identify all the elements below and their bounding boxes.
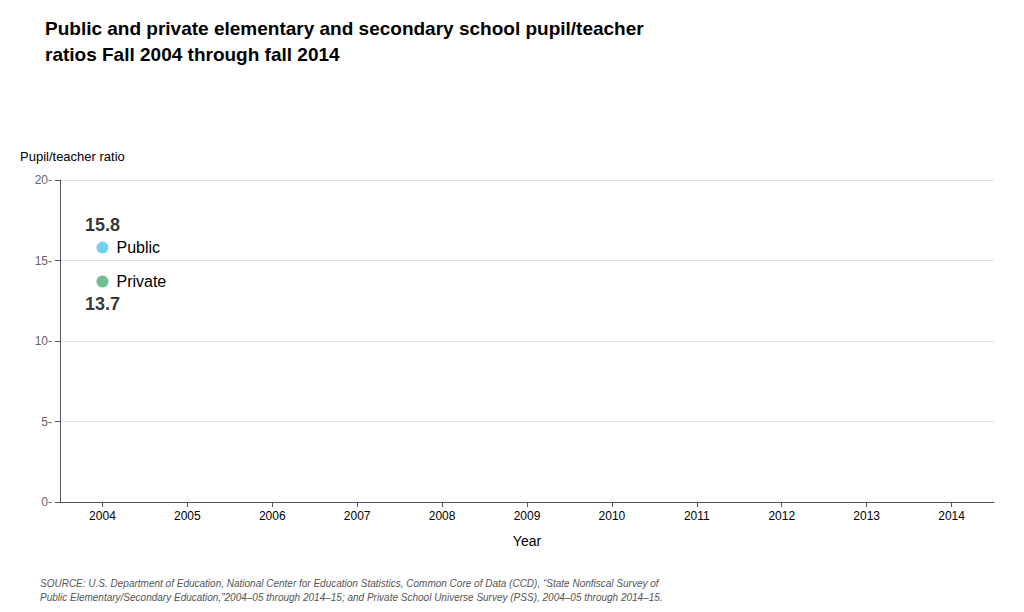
svg-text:0-: 0-	[41, 495, 52, 509]
svg-text:2010: 2010	[599, 509, 626, 523]
svg-text:2007: 2007	[344, 509, 371, 523]
svg-text:2006: 2006	[259, 509, 286, 523]
svg-text:2009: 2009	[514, 509, 541, 523]
svg-text:15-: 15-	[35, 254, 52, 268]
svg-text:2005: 2005	[174, 509, 201, 523]
svg-text:5-: 5-	[41, 415, 52, 429]
svg-text:2008: 2008	[429, 509, 456, 523]
svg-text:2011: 2011	[684, 509, 710, 523]
svg-text:Public Elementary/Secondary Ed: Public Elementary/Secondary Education,”2…	[40, 592, 663, 603]
svg-text:2004: 2004	[89, 509, 116, 523]
svg-text:SOURCE: U.S. Department of Edu: SOURCE: U.S. Department of Education, Na…	[40, 578, 660, 589]
svg-text:Private: Private	[116, 273, 166, 290]
svg-text:13.7: 13.7	[85, 294, 120, 314]
svg-text:2013: 2013	[853, 509, 880, 523]
svg-text:Pupil/teacher ratio: Pupil/teacher ratio	[20, 149, 125, 164]
svg-text:Year: Year	[513, 533, 542, 549]
svg-text:ratios Fall 2004 through fall: ratios Fall 2004 through fall 2014	[45, 44, 340, 65]
svg-text:20-: 20-	[35, 173, 52, 187]
svg-text:2014: 2014	[938, 509, 965, 523]
svg-text:Public and private elementary: Public and private elementary and second…	[45, 18, 644, 39]
svg-text:Public: Public	[116, 239, 160, 256]
svg-text:15.8: 15.8	[85, 215, 120, 235]
svg-text:2012: 2012	[768, 509, 795, 523]
svg-text:10-: 10-	[35, 334, 52, 348]
